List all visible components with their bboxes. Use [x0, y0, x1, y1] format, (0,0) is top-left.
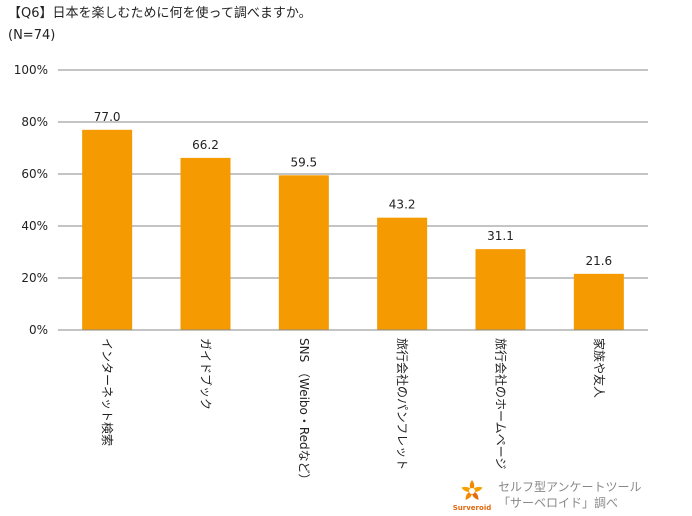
bar-chart: 0% 20% 40% 60% 80% 100% 77.0 インターネット検索 66.2 ガイドブッ…: [14, 63, 648, 478]
surveroid-logo-icon: [461, 480, 483, 500]
x-category-label: ガイドブック: [199, 338, 214, 410]
x-category-label: 家族や友人: [592, 338, 607, 398]
data-label: 66.2: [192, 138, 219, 152]
x-category-label: 旅行会社のホームページ: [494, 338, 509, 469]
data-label: 59.5: [290, 155, 317, 169]
chart-title: 【Q6】日本を楽しむために何を使って調べますか。: [8, 6, 312, 21]
bar: [377, 217, 428, 330]
logo-wordmark: Surveroid: [452, 504, 492, 512]
x-category-label: インターネット検索: [100, 338, 114, 446]
y-tick-label: 60%: [21, 167, 48, 181]
data-label: 77.0: [94, 110, 121, 124]
data-label: 31.1: [487, 229, 514, 243]
data-label: 43.2: [389, 198, 416, 212]
y-tick-label: 20%: [21, 271, 48, 285]
bar: [475, 249, 526, 330]
y-tick-label: 100%: [14, 63, 48, 77]
bar: [573, 273, 624, 330]
bar: [82, 129, 133, 330]
y-tick-label: 80%: [21, 115, 48, 129]
bar: [278, 175, 329, 330]
y-tick-label: 0%: [29, 323, 48, 337]
surveroid-logo: Surveroid: [452, 478, 492, 512]
credit-line-2: 「サーベロイド」調べ: [498, 496, 619, 510]
y-tick-label: 40%: [21, 219, 48, 233]
bar: [180, 157, 231, 330]
credit-line-1: セルフ型アンケートツール: [498, 480, 642, 494]
x-category-label: SNS （Weibo・Redなど）: [297, 338, 311, 478]
chart-subtitle: (N=74): [8, 28, 56, 43]
x-category-label: 旅行会社のパンフレット: [395, 338, 410, 470]
data-label: 21.6: [585, 254, 612, 268]
